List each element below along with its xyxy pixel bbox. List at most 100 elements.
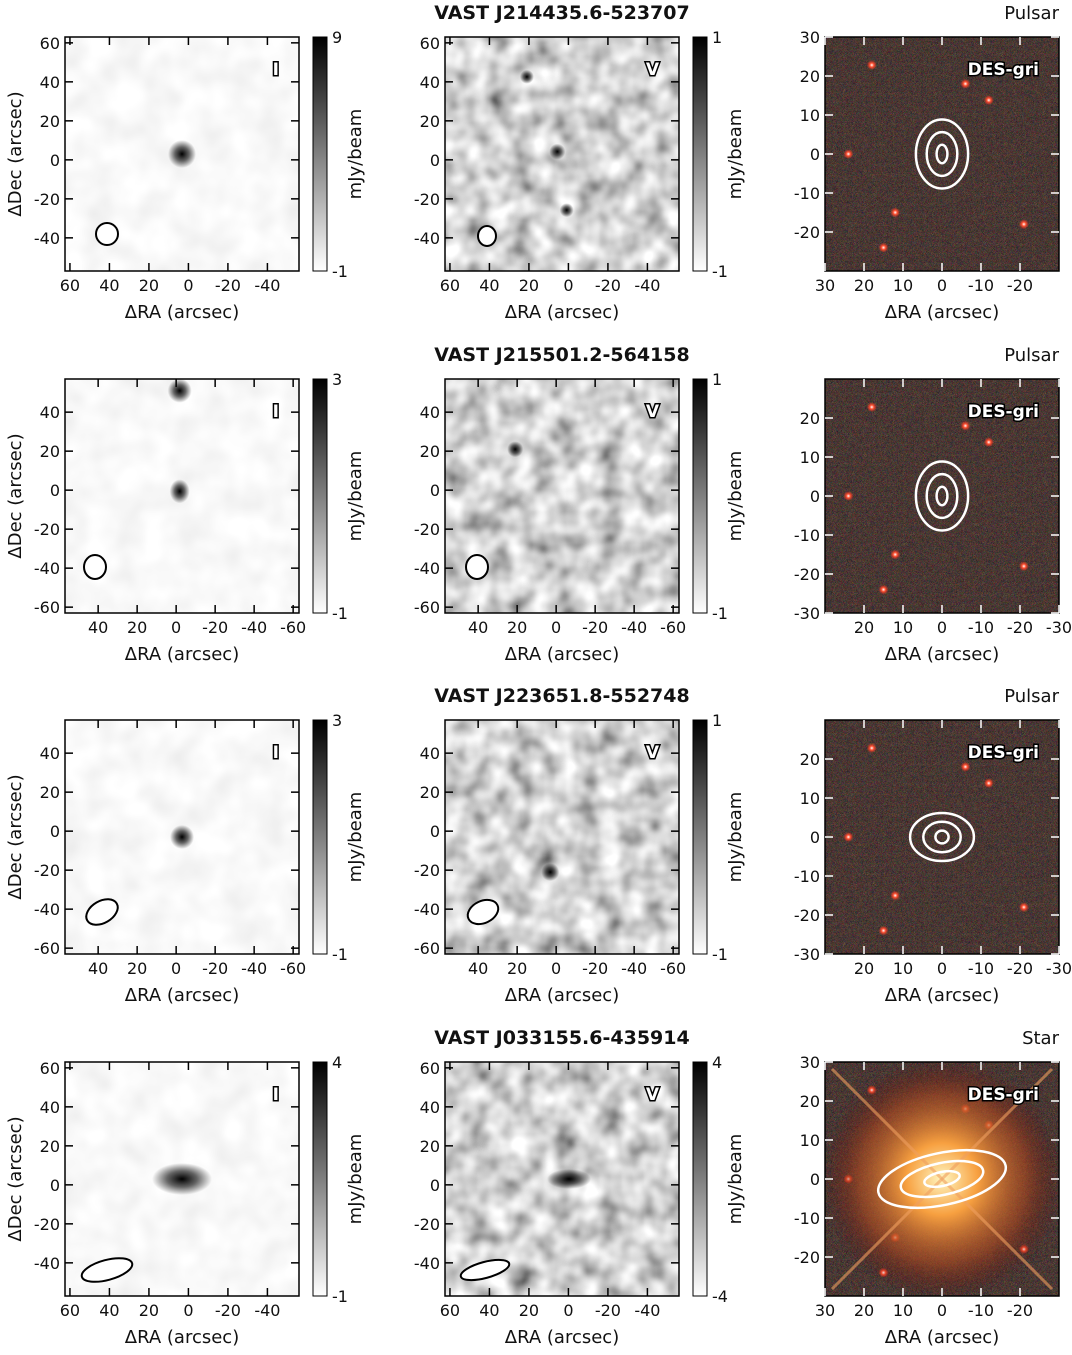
x-axis-label: ΔRA (arcsec)	[125, 302, 239, 323]
colorbar-tick-label: -1	[332, 604, 348, 623]
image	[825, 37, 1059, 271]
y-tick-label: 20	[40, 112, 60, 131]
star	[890, 890, 901, 901]
colorbar-tick-label: -1	[332, 262, 348, 281]
beam	[477, 225, 497, 247]
y-tick-label: 40	[420, 1098, 440, 1117]
x-tick-label: 0	[551, 618, 561, 637]
contour	[935, 485, 949, 507]
star	[1018, 219, 1029, 230]
y-tick-label: 40	[40, 73, 60, 92]
star	[1018, 561, 1029, 572]
beam	[466, 898, 500, 926]
x-tick-label: -20	[595, 276, 621, 295]
contour	[925, 130, 959, 178]
x-axis-label: ΔRA (arcsec)	[885, 644, 999, 665]
y-tick-label: 40	[40, 403, 60, 422]
classification: Pulsar	[1004, 345, 1059, 366]
x-tick-label: 20	[139, 276, 159, 295]
y-tick-label: 20	[800, 67, 820, 86]
x-tick-label: 30	[815, 276, 835, 295]
x-tick-label: 10	[893, 618, 913, 637]
image	[825, 379, 1059, 613]
contour	[925, 472, 959, 520]
x-tick-label: -20	[1007, 618, 1033, 637]
x-tick-label: 20	[139, 1301, 159, 1320]
y-tick-label: -30	[794, 945, 820, 964]
panel: 40 20 0 -20 -40 -60 40 20 0 -20 -40 -60 ΔRA (arcsec)…	[414, 344, 746, 665]
y-tick-label: 0	[50, 151, 60, 170]
colorbar-tick-label: 9	[332, 28, 342, 47]
y-tick-label: 20	[420, 112, 440, 131]
x-tick-label: 60	[440, 1301, 460, 1320]
image	[825, 1062, 1059, 1296]
x-tick-label: 0	[183, 276, 193, 295]
y-tick-label: 40	[420, 403, 440, 422]
image	[445, 379, 679, 613]
panel-label: I	[273, 402, 279, 422]
colorbar	[312, 378, 328, 614]
image	[65, 37, 299, 271]
y-tick-label: -20	[34, 861, 60, 880]
y-tick-label: -10	[794, 526, 820, 545]
x-tick-label: 20	[519, 1301, 539, 1320]
x-tick-label: -20	[202, 618, 228, 637]
star	[983, 437, 994, 448]
x-tick-label: 20	[854, 1301, 874, 1320]
x-tick-label: 0	[937, 276, 947, 295]
colorbar	[692, 378, 708, 614]
y-axis-label: ΔDec (arcsec)	[5, 91, 26, 216]
y-tick-label: 20	[40, 1137, 60, 1156]
y-tick-label: 30	[800, 1053, 820, 1072]
image	[445, 37, 679, 271]
y-tick-label: -20	[414, 520, 440, 539]
x-tick-label: 20	[854, 959, 874, 978]
colorbar-tick-label: -1	[712, 604, 728, 623]
y-tick-label: -10	[794, 1209, 820, 1228]
y-tick-label: 0	[810, 828, 820, 847]
panel-label: V	[646, 743, 660, 763]
frame	[64, 36, 300, 272]
y-tick-label: 0	[430, 822, 440, 841]
spike	[830, 1067, 1054, 1291]
y-tick-label: -60	[414, 598, 440, 617]
y-tick-label: 0	[810, 487, 820, 506]
x-tick-label: -60	[280, 959, 306, 978]
panel: 60 40 20 0 -20 -40 60 40 20 0 -20 -40 ΔRA (arcsec) ΔD…	[5, 28, 366, 323]
image	[445, 1062, 679, 1296]
panel-label: I	[273, 60, 279, 80]
x-tick-label: 20	[507, 618, 527, 637]
source	[547, 1169, 592, 1189]
contour	[908, 811, 976, 863]
colorbar	[692, 1061, 708, 1297]
star	[866, 743, 877, 754]
frame	[444, 1061, 680, 1297]
x-tick-label: -60	[280, 618, 306, 637]
x-tick-label: -10	[968, 959, 994, 978]
x-tick-label: 60	[60, 1301, 80, 1320]
colorbar-tick-label: -1	[332, 1287, 348, 1306]
y-tick-label: 20	[420, 783, 440, 802]
x-tick-label: 10	[893, 1301, 913, 1320]
x-tick-label: 40	[99, 1301, 119, 1320]
y-tick-label: -60	[34, 939, 60, 958]
y-tick-label: -20	[794, 906, 820, 925]
source	[549, 143, 566, 160]
y-tick-label: 20	[420, 1137, 440, 1156]
x-tick-label: 0	[563, 276, 573, 295]
source	[169, 479, 190, 504]
y-tick-label: 10	[800, 789, 820, 808]
y-tick-label: -40	[414, 900, 440, 919]
star	[843, 832, 854, 842]
panel-label: V	[646, 402, 660, 422]
beam	[459, 1258, 511, 1282]
star	[960, 420, 971, 431]
panel-label: V	[646, 1085, 660, 1105]
x-tick-label: 20	[127, 618, 147, 637]
star	[866, 60, 877, 71]
panel: 20 10 0 -10 -20 -30 20 10 0 -10 -20 -30 ΔRA (arcsec)…	[794, 345, 1072, 665]
x-axis-label: ΔRA (arcsec)	[885, 302, 999, 323]
y-tick-label: 40	[40, 1098, 60, 1117]
classification: Star	[1022, 1028, 1060, 1049]
colorbar-tick-label: -1	[712, 945, 728, 964]
